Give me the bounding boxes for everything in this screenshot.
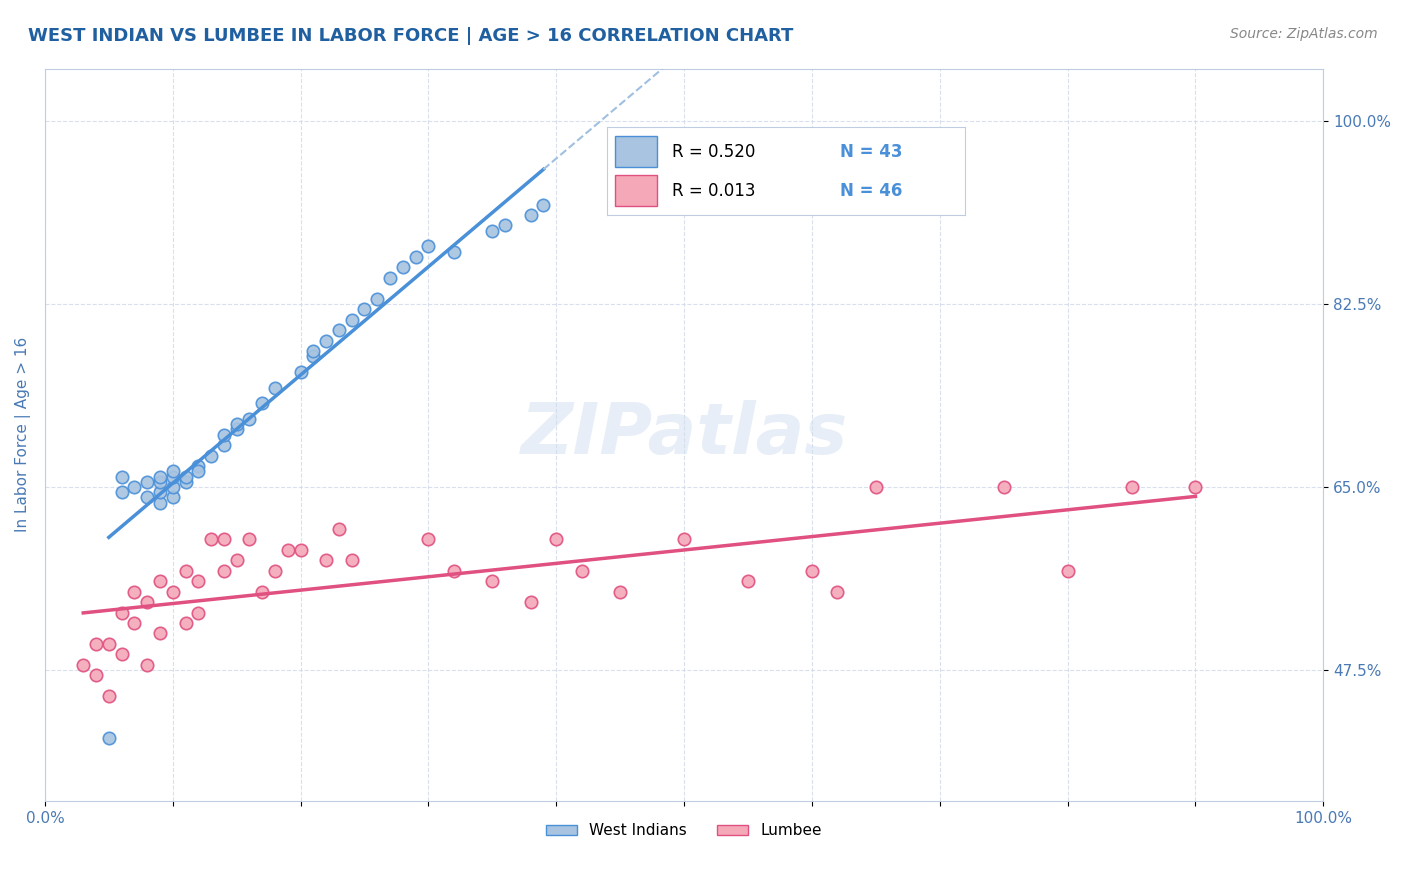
- Point: [238, 412, 260, 426]
- Point: [225, 553, 247, 567]
- Point: [392, 260, 415, 275]
- Point: [174, 469, 197, 483]
- Point: [162, 469, 184, 483]
- Point: [546, 533, 568, 547]
- Point: [136, 491, 159, 505]
- Point: [865, 480, 887, 494]
- Point: [443, 564, 465, 578]
- Point: [264, 381, 287, 395]
- Point: [673, 533, 696, 547]
- Point: [328, 323, 350, 337]
- Point: [238, 533, 260, 547]
- Point: [212, 427, 235, 442]
- Y-axis label: In Labor Force | Age > 16: In Labor Force | Age > 16: [15, 337, 31, 533]
- Point: [366, 292, 388, 306]
- Point: [97, 637, 120, 651]
- Point: [84, 637, 107, 651]
- Point: [340, 553, 363, 567]
- Point: [136, 595, 159, 609]
- Point: [494, 219, 516, 233]
- Text: ZIPatlas: ZIPatlas: [520, 401, 848, 469]
- Point: [174, 475, 197, 489]
- Point: [200, 449, 222, 463]
- Point: [737, 574, 759, 589]
- Point: [519, 595, 541, 609]
- Point: [149, 626, 172, 640]
- Point: [149, 469, 172, 483]
- Point: [1121, 480, 1143, 494]
- Point: [149, 475, 172, 489]
- Legend: West Indians, Lumbee: West Indians, Lumbee: [540, 817, 828, 845]
- Point: [149, 485, 172, 500]
- Point: [353, 302, 375, 317]
- Point: [264, 564, 287, 578]
- Point: [187, 606, 209, 620]
- Point: [162, 464, 184, 478]
- Point: [315, 334, 337, 348]
- Point: [72, 657, 94, 672]
- Point: [97, 731, 120, 745]
- Point: [187, 464, 209, 478]
- Point: [378, 270, 401, 285]
- Point: [97, 690, 120, 704]
- Point: [302, 349, 325, 363]
- Point: [136, 475, 159, 489]
- Point: [533, 197, 555, 211]
- Point: [290, 542, 312, 557]
- Point: [443, 244, 465, 259]
- Point: [418, 533, 440, 547]
- Point: [481, 574, 503, 589]
- Point: [290, 365, 312, 379]
- Point: [110, 648, 132, 662]
- Point: [212, 564, 235, 578]
- Point: [328, 522, 350, 536]
- Point: [315, 553, 337, 567]
- Point: [162, 584, 184, 599]
- Point: [609, 584, 631, 599]
- Point: [405, 250, 427, 264]
- Point: [187, 574, 209, 589]
- Point: [225, 422, 247, 436]
- Point: [162, 491, 184, 505]
- Point: [519, 208, 541, 222]
- Point: [571, 564, 593, 578]
- Point: [149, 496, 172, 510]
- Point: [110, 469, 132, 483]
- Point: [110, 606, 132, 620]
- Point: [800, 564, 823, 578]
- Point: [418, 239, 440, 253]
- Point: [340, 312, 363, 326]
- Point: [149, 574, 172, 589]
- Point: [124, 584, 146, 599]
- Point: [162, 480, 184, 494]
- Text: WEST INDIAN VS LUMBEE IN LABOR FORCE | AGE > 16 CORRELATION CHART: WEST INDIAN VS LUMBEE IN LABOR FORCE | A…: [28, 27, 793, 45]
- Point: [481, 224, 503, 238]
- Point: [225, 417, 247, 432]
- Point: [174, 564, 197, 578]
- Point: [187, 459, 209, 474]
- Point: [124, 480, 146, 494]
- Point: [1056, 564, 1078, 578]
- Point: [200, 533, 222, 547]
- Text: Source: ZipAtlas.com: Source: ZipAtlas.com: [1230, 27, 1378, 41]
- Point: [174, 615, 197, 630]
- Point: [302, 343, 325, 358]
- Point: [212, 533, 235, 547]
- Point: [84, 668, 107, 682]
- Point: [110, 485, 132, 500]
- Point: [250, 396, 273, 410]
- Point: [136, 657, 159, 672]
- Point: [1184, 480, 1206, 494]
- Point: [993, 480, 1015, 494]
- Point: [250, 584, 273, 599]
- Point: [212, 438, 235, 452]
- Point: [124, 615, 146, 630]
- Point: [827, 584, 849, 599]
- Point: [277, 542, 299, 557]
